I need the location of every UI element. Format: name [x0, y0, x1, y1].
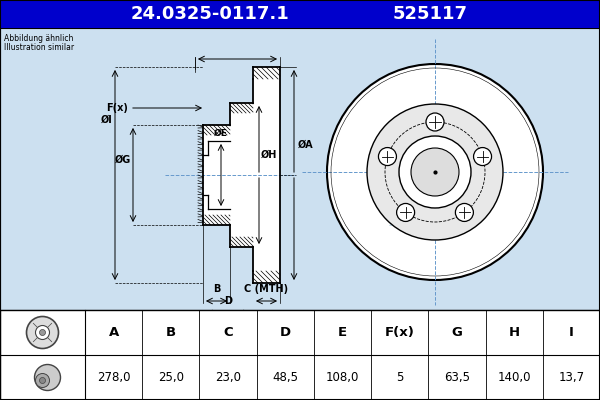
Text: 13,7: 13,7	[559, 371, 584, 384]
Circle shape	[40, 330, 46, 336]
Text: 24.0325-0117.1: 24.0325-0117.1	[131, 5, 289, 23]
Text: 25,0: 25,0	[158, 371, 184, 384]
Text: ®: ®	[464, 200, 476, 214]
Text: ØH: ØH	[261, 150, 277, 160]
Circle shape	[35, 326, 49, 340]
Text: ØG: ØG	[115, 155, 131, 165]
Text: 23,0: 23,0	[215, 371, 241, 384]
Circle shape	[35, 374, 49, 388]
Text: D: D	[224, 296, 232, 306]
Circle shape	[379, 148, 397, 166]
Text: D: D	[280, 326, 291, 339]
Text: G: G	[452, 326, 463, 339]
Circle shape	[26, 316, 59, 348]
Bar	[230, 103, 253, 247]
Text: Ate: Ate	[391, 202, 449, 232]
Circle shape	[397, 204, 415, 222]
Circle shape	[35, 364, 61, 390]
Text: 525117: 525117	[392, 5, 467, 23]
Bar	[253, 67, 280, 283]
Text: H: H	[509, 326, 520, 339]
Text: F(x): F(x)	[106, 103, 128, 113]
Text: 63,5: 63,5	[444, 371, 470, 384]
Bar	[0, 310, 600, 400]
Bar	[0, 28, 600, 310]
Text: 140,0: 140,0	[497, 371, 531, 384]
Text: C: C	[223, 326, 233, 339]
Circle shape	[367, 104, 503, 240]
Circle shape	[40, 378, 46, 384]
Text: ØI: ØI	[101, 115, 113, 125]
Circle shape	[411, 148, 459, 196]
Circle shape	[399, 136, 471, 208]
Text: Illustration similar: Illustration similar	[4, 43, 74, 52]
Text: I: I	[569, 326, 574, 339]
Text: 5: 5	[396, 371, 403, 384]
Text: 48,5: 48,5	[272, 371, 298, 384]
Circle shape	[327, 64, 543, 280]
Circle shape	[473, 148, 491, 166]
Bar	[203, 125, 230, 225]
Text: F(x): F(x)	[385, 326, 415, 339]
Text: B: B	[166, 326, 176, 339]
Text: B: B	[213, 284, 220, 294]
Text: Abbildung ähnlich: Abbildung ähnlich	[4, 34, 73, 43]
Text: 278,0: 278,0	[97, 371, 130, 384]
Text: A: A	[109, 326, 119, 339]
Text: C (MTH): C (MTH)	[244, 284, 289, 294]
Text: ØE: ØE	[214, 128, 228, 138]
Circle shape	[426, 113, 444, 131]
Circle shape	[455, 204, 473, 222]
Text: 108,0: 108,0	[326, 371, 359, 384]
Text: E: E	[338, 326, 347, 339]
Text: ØA: ØA	[298, 140, 314, 150]
Bar	[0, 0, 600, 28]
